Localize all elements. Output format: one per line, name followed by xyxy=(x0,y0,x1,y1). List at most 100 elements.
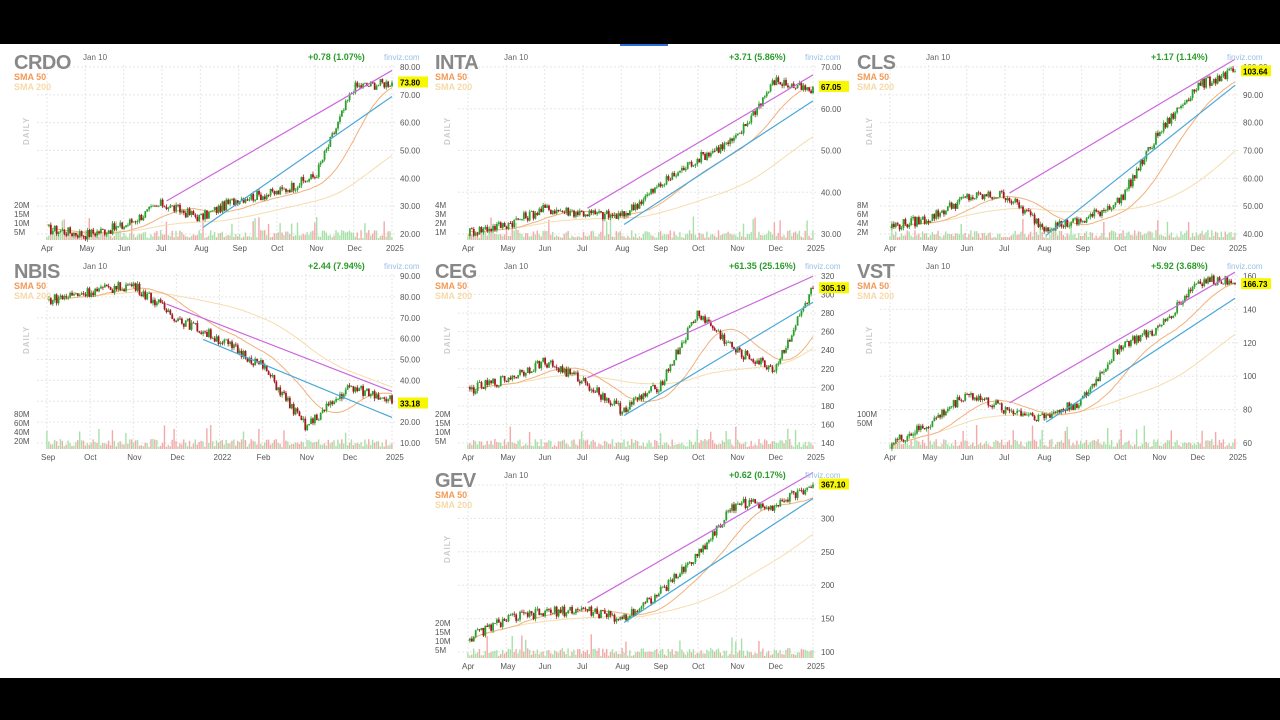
volume-bar xyxy=(540,236,542,240)
candle xyxy=(132,283,135,287)
candle xyxy=(729,138,732,145)
candle xyxy=(754,362,757,364)
candle xyxy=(494,225,496,230)
volume-bar xyxy=(391,443,393,449)
candle xyxy=(263,365,266,369)
x-tick-label: Sep xyxy=(654,453,669,462)
volume-bar xyxy=(1037,234,1040,240)
candle xyxy=(204,210,206,220)
volume-bar xyxy=(383,446,385,449)
volume-bar xyxy=(735,426,737,449)
candle xyxy=(1210,275,1213,282)
volume-bar xyxy=(121,444,123,449)
volume-tick-label: 3M xyxy=(435,210,446,219)
candle xyxy=(497,222,500,225)
volume-bar xyxy=(605,221,608,240)
volume-bar xyxy=(102,234,104,240)
volume-bar xyxy=(785,649,787,658)
candle xyxy=(1228,280,1231,285)
candle xyxy=(269,374,272,377)
candle xyxy=(1079,398,1082,406)
volume-bar xyxy=(1026,442,1028,449)
volume-bar xyxy=(298,235,301,240)
candle xyxy=(381,397,384,399)
volume-bar xyxy=(1224,446,1226,449)
volume-bar xyxy=(1091,232,1093,240)
volume-bar xyxy=(719,652,722,658)
chart-grid: 80.00 70.00 60.00 50.00 40.00 30.00 20.00 Apr Ma… xyxy=(0,44,1280,678)
candle xyxy=(644,602,647,604)
candle xyxy=(1164,319,1167,321)
volume-bar xyxy=(337,439,339,449)
candle xyxy=(173,205,176,212)
volume-bar xyxy=(530,235,533,240)
volume-bar xyxy=(306,439,308,449)
candle xyxy=(756,360,759,364)
candle xyxy=(1118,197,1121,204)
candle xyxy=(1047,414,1049,416)
candle xyxy=(586,609,589,611)
volume-bar xyxy=(1024,446,1026,449)
candle xyxy=(785,80,787,86)
x-tick-label: Dec xyxy=(1191,244,1205,253)
volume-bar xyxy=(681,649,683,658)
volume-bar xyxy=(779,650,781,658)
volume-bar xyxy=(210,425,212,449)
candle xyxy=(478,629,481,631)
candle xyxy=(517,619,520,621)
candle xyxy=(1137,335,1140,342)
candle xyxy=(1002,191,1005,199)
volume-bar xyxy=(1016,235,1018,240)
volume-bar xyxy=(704,439,706,449)
candle xyxy=(78,231,81,238)
sma-50-legend: SMA 50 xyxy=(14,72,47,82)
volume-bar xyxy=(1108,232,1111,240)
candle xyxy=(609,214,612,218)
volume-bar xyxy=(1062,442,1065,449)
volume-bar xyxy=(580,653,583,658)
volume-bar xyxy=(150,439,152,449)
volume-bar xyxy=(927,429,930,449)
candle xyxy=(700,315,703,320)
volume-bar xyxy=(521,234,523,240)
volume-bar xyxy=(694,654,697,658)
candle xyxy=(998,403,1001,405)
candle xyxy=(733,137,735,141)
volume-bar xyxy=(250,237,252,240)
candle xyxy=(655,594,658,597)
volume-bar xyxy=(956,445,959,449)
candle xyxy=(914,433,916,435)
volume-bar xyxy=(488,231,490,240)
volume-bar xyxy=(71,445,73,449)
volume-bar xyxy=(552,654,554,658)
volume-bar xyxy=(238,234,241,240)
volume-bar xyxy=(387,445,389,449)
volume-bar xyxy=(933,234,935,240)
candle xyxy=(669,179,672,181)
volume-bar xyxy=(486,636,488,658)
x-tick-label: Nov xyxy=(127,453,141,462)
volume-bar xyxy=(962,430,964,449)
candle xyxy=(484,625,487,636)
volume-bar xyxy=(912,236,914,240)
candle xyxy=(501,375,504,377)
candle xyxy=(1083,392,1086,397)
candle xyxy=(196,323,199,332)
candle xyxy=(1155,327,1157,335)
volume-bar xyxy=(746,650,749,658)
candle xyxy=(602,212,604,220)
candle xyxy=(1110,209,1113,210)
x-tick-label: Nov xyxy=(300,453,314,462)
volume-bar xyxy=(526,233,529,240)
volume-bar xyxy=(69,234,71,240)
volume-tick-label: 15M xyxy=(435,419,451,428)
candle xyxy=(486,380,489,385)
volume-bar xyxy=(111,237,114,240)
candle xyxy=(254,358,257,366)
chart-panel-vst: 160 140 120 100 80 60 Apr May Jun Jul Aug Sep Oct Nov… xyxy=(855,259,1275,464)
volume-bar xyxy=(530,445,533,449)
volume-bar xyxy=(350,232,353,240)
volume-bar xyxy=(656,237,658,240)
volume-bar xyxy=(800,648,803,658)
